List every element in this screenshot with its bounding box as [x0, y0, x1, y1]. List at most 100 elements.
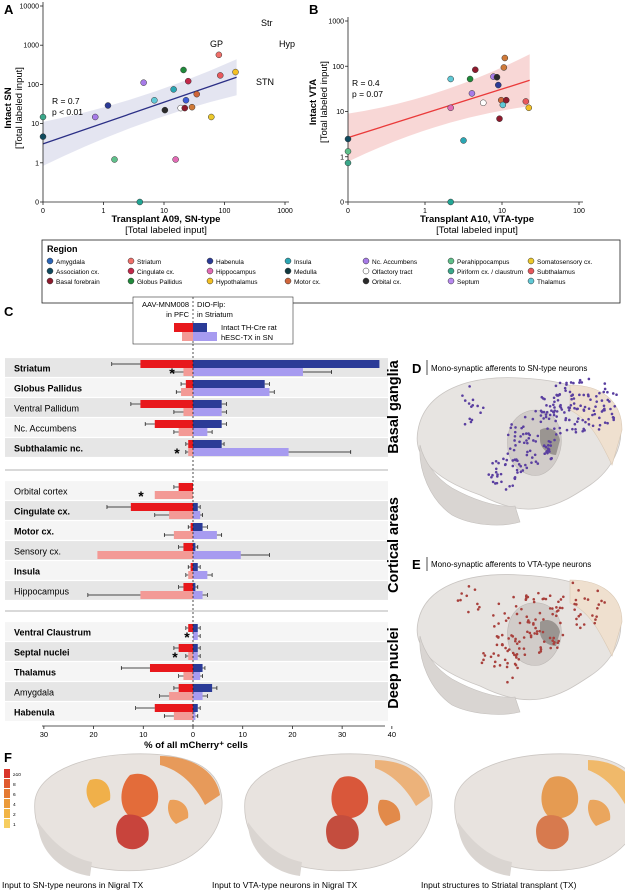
input-cell-dot — [528, 621, 531, 624]
panel-f-color-scale: ≥10 8 6 4 2 1 — [4, 769, 21, 828]
panel-a-confidence-band — [42, 59, 237, 166]
panel-b-label: B — [309, 2, 318, 17]
legend-item-label: Cingulate cx. — [137, 269, 175, 276]
x-tick-label: 100 — [219, 208, 231, 215]
input-cell-dot — [511, 635, 515, 638]
input-cell-dot — [490, 475, 493, 479]
bar-transplant-sn — [193, 511, 201, 519]
input-cell-dot — [515, 612, 519, 616]
bar-intact-sn — [193, 360, 380, 368]
input-cell-dot — [514, 604, 518, 608]
panel-d-input-cells — [461, 377, 618, 491]
bar-transplant-sn — [193, 591, 203, 599]
x-tick-label: 100 — [573, 208, 585, 215]
panel-b-x-axis-subtitle: [Total labeled input] — [436, 225, 518, 236]
data-point — [184, 77, 192, 85]
input-cell-dot — [573, 406, 576, 410]
y-tick-label: 10 — [336, 109, 344, 116]
row-label: Motor cx. — [14, 527, 54, 537]
input-cell-dot — [539, 414, 543, 417]
data-point — [500, 64, 508, 71]
input-cell-dot — [509, 426, 513, 430]
panel-c-right-header-line1: DIO-Flp: — [197, 300, 225, 309]
significance-star: * — [138, 488, 144, 504]
input-cell-dot — [571, 393, 575, 396]
y-tick-label: 1 — [35, 160, 39, 167]
panel-e-brain-render: E Mono-synaptic afferents to VTA-type ne… — [412, 557, 623, 715]
input-cell-dot — [575, 617, 578, 621]
bar-transplant-vta — [188, 571, 193, 579]
bar-intact-vta — [178, 483, 193, 491]
significance-star: * — [169, 365, 175, 381]
input-cell-dot — [516, 471, 519, 474]
y-tick-label: 1000 — [23, 43, 39, 50]
row-label: Ventral Pallidum — [14, 404, 79, 414]
y-tick-label: 1 — [340, 154, 344, 161]
input-cell-dot — [558, 405, 562, 408]
input-cell-dot — [492, 652, 496, 655]
bar-intact-vta — [130, 503, 193, 511]
input-cell-dot — [520, 607, 523, 611]
input-cell-dot — [575, 407, 579, 411]
input-cell-dot — [459, 598, 462, 602]
panel-f-caption-1: Input to SN-type neurons in Nigral TX — [2, 880, 143, 890]
data-point — [499, 101, 507, 109]
bar-intact-sn — [193, 420, 222, 428]
input-cell-dot — [513, 430, 517, 434]
x-tick-label: 0 — [41, 208, 45, 215]
bar-transplant-vta — [169, 511, 193, 519]
input-cell-dot — [575, 623, 579, 626]
y-tick-label: 10 — [31, 121, 39, 128]
input-cell-dot — [577, 614, 581, 618]
y-tick-label: 100 — [332, 64, 344, 71]
input-cell-dot — [582, 408, 586, 412]
y-tick-label: 100 — [27, 82, 39, 89]
input-cell-dot — [554, 384, 558, 388]
input-cell-dot — [528, 449, 532, 453]
legend-marker — [527, 277, 535, 285]
input-cell-dot — [554, 419, 557, 423]
data-point — [172, 156, 179, 163]
input-cell-dot — [598, 391, 601, 395]
bar-transplant-sn — [193, 652, 198, 660]
bar-intact-sn — [193, 380, 265, 388]
x-tick-label: 1 — [102, 208, 106, 215]
input-cell-dot — [511, 676, 514, 680]
input-cell-dot — [497, 602, 501, 606]
region-cortex — [588, 760, 625, 805]
color-scale-swatch — [4, 779, 10, 788]
input-cell-dot — [470, 418, 474, 422]
input-cell-dot — [559, 431, 562, 435]
input-cell-dot — [525, 466, 529, 470]
input-cell-dot — [545, 404, 548, 407]
input-cell-dot — [522, 425, 525, 428]
legend-item-label: Perahippocampus — [457, 259, 510, 266]
panel-f-label: F — [4, 750, 12, 765]
input-cell-dot — [512, 595, 515, 599]
input-cell-dot — [524, 463, 527, 467]
panel-c-row-labels: Striatum * Globus Pallidus Ventral Pallidum… — [14, 364, 190, 718]
input-cell-dot — [555, 393, 558, 397]
legend-marker — [447, 267, 455, 275]
bar-intact-vta — [154, 704, 193, 712]
input-cell-dot — [519, 464, 523, 468]
input-cell-dot — [535, 630, 539, 633]
input-cell-dot — [587, 377, 591, 381]
input-cell-dot — [513, 439, 516, 442]
bar-intact-sn — [193, 644, 198, 652]
input-cell-dot — [557, 600, 560, 604]
legend-item-label: Nc. Accumbens — [372, 259, 418, 266]
input-cell-dot — [542, 640, 546, 643]
input-cell-dot — [584, 420, 587, 424]
input-cell-dot — [578, 378, 582, 382]
input-cell-dot — [559, 598, 563, 601]
data-point — [493, 73, 501, 81]
row-label: Habenula — [14, 708, 56, 718]
bar-intact-sn — [193, 563, 198, 571]
region-thalamus — [536, 815, 569, 850]
input-cell-dot — [487, 473, 491, 476]
input-cell-dot — [525, 439, 528, 442]
significance-star: * — [184, 629, 190, 645]
input-cell-dot — [574, 598, 578, 602]
input-cell-dot — [597, 428, 601, 431]
